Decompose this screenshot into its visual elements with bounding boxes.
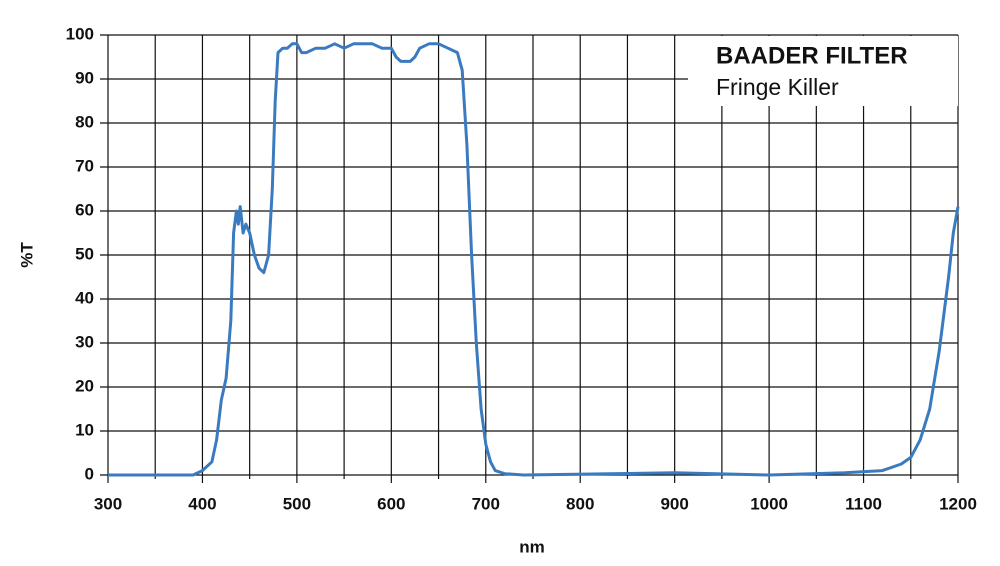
x-tick-label: 600 [377, 494, 405, 513]
x-tick-label: 1000 [750, 494, 788, 513]
x-tick-label: 900 [660, 494, 688, 513]
x-tick-label: 800 [566, 494, 594, 513]
x-tick-label: 300 [94, 494, 122, 513]
y-tick-label: 100 [66, 24, 94, 43]
y-tick-label: 30 [75, 332, 94, 351]
y-tick-label: 10 [75, 420, 94, 439]
y-tick-label: 90 [75, 68, 94, 87]
line [108, 42, 960, 477]
y-tick-label: 60 [75, 200, 94, 219]
x-tick-label: 1200 [939, 494, 977, 513]
y-tick-label: 40 [75, 288, 94, 307]
y-axis-label: %T [17, 242, 36, 268]
chart-subtitle: Fringe Killer [716, 74, 839, 100]
x-tick-label: 400 [188, 494, 216, 513]
y-tick-label: 0 [85, 464, 94, 483]
y-tick-label: 80 [75, 112, 94, 131]
x-tick-label: 700 [472, 494, 500, 513]
title-box [688, 36, 958, 106]
y-tick-label: 20 [75, 376, 94, 395]
chart-title: BAADER FILTER [716, 42, 908, 69]
grid [100, 34, 959, 483]
y-tick-label: 50 [75, 244, 94, 263]
x-tick-label: 500 [283, 494, 311, 513]
y-tick-label: 70 [75, 156, 94, 175]
x-axis-label: nm [519, 537, 545, 556]
x-tick-label: 1100 [845, 494, 882, 513]
